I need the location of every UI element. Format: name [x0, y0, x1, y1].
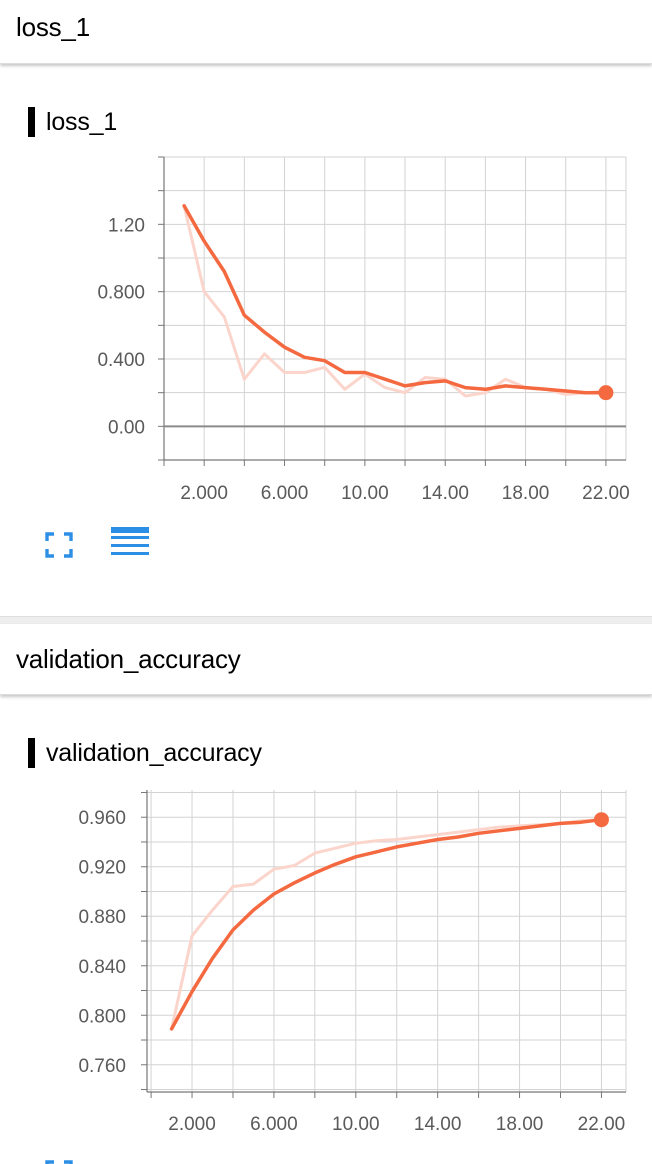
y-tick-label: 1.20 — [108, 215, 145, 236]
card-title-text: loss_1 — [46, 107, 118, 136]
y-tick-label: 0.760 — [78, 1056, 126, 1077]
x-tick-label: 6.000 — [261, 483, 309, 504]
section-separator — [0, 616, 652, 624]
y-tick-label: 0.400 — [97, 350, 145, 371]
fullscreen-icon[interactable] — [45, 1160, 73, 1164]
last-point-marker — [598, 385, 614, 401]
x-tick-label: 18.00 — [502, 483, 550, 504]
y-tick-label: 0.920 — [78, 858, 126, 879]
x-tick-label: 2.000 — [180, 483, 228, 504]
y-tick-label: 0.960 — [78, 808, 126, 829]
series-line-smoothed — [169, 817, 604, 1031]
series-line-smoothed — [182, 204, 608, 395]
x-tick-label: 14.00 — [421, 483, 469, 504]
card-title-bar — [28, 738, 35, 768]
y-tick-label: 0.800 — [97, 283, 145, 304]
section-header-validation-accuracy[interactable]: validation_accuracy — [0, 624, 652, 695]
data-toggle-icon[interactable] — [111, 527, 149, 559]
section-header-loss[interactable]: loss_1 — [0, 0, 652, 64]
x-tick-label: 2.000 — [168, 1114, 216, 1135]
section-title: validation_accuracy — [16, 644, 241, 674]
x-tick-label: 18.00 — [496, 1114, 544, 1135]
card-title-text: validation_accuracy — [46, 738, 262, 767]
y-tick-label: 0.840 — [78, 957, 126, 978]
series-line-raw — [170, 818, 603, 1031]
fullscreen-icon[interactable] — [45, 532, 73, 558]
x-tick-label: 10.00 — [332, 1114, 380, 1135]
grid — [147, 790, 627, 1092]
y-tick-label: 0.800 — [78, 1006, 126, 1027]
x-tick-label: 10.00 — [341, 483, 389, 504]
x-tick-label: 6.000 — [250, 1114, 298, 1135]
x-tick-label: 22.00 — [582, 483, 630, 504]
card-title: loss_1 — [28, 107, 117, 137]
card-title: validation_accuracy — [28, 738, 262, 768]
loss-chart[interactable]: 0.00 0.400 0.800 1.20 2.000 6.000 10.00 14.00 18… — [0, 0, 652, 520]
section-title: loss_1 — [16, 12, 90, 42]
x-tick-label: 22.00 — [578, 1114, 626, 1135]
y-tick-label: 0.00 — [108, 417, 145, 438]
y-tick-label: 0.880 — [78, 907, 126, 928]
last-point-marker — [593, 812, 609, 828]
card-title-bar — [28, 107, 35, 137]
data-toggle-icon[interactable] — [111, 1159, 149, 1164]
x-tick-label: 14.00 — [414, 1114, 462, 1135]
